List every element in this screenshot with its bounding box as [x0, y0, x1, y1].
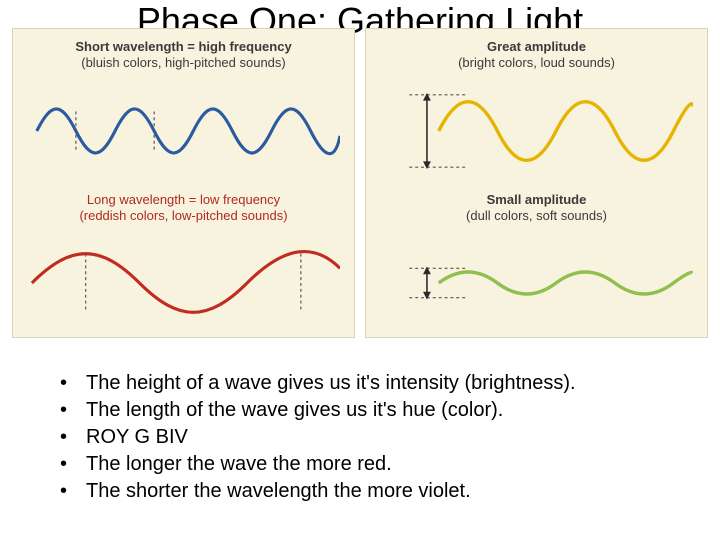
bullet-list: •The height of a wave gives us it's inte…	[60, 370, 680, 505]
label-long-wavelength-line2: (reddish colors, low-pitched sounds)	[79, 208, 287, 223]
wave-long-path	[32, 252, 340, 313]
bigamp-arrow-up	[423, 92, 431, 100]
label-small-amplitude-line2: (dull colors, soft sounds)	[466, 208, 607, 223]
bullet-text: The shorter the wavelength the more viol…	[86, 478, 471, 505]
wave-big-amp-path	[439, 101, 693, 160]
wave-panels: Short wavelength = high frequency (bluis…	[12, 28, 708, 338]
label-great-amplitude: Great amplitude (bright colors, loud sou…	[380, 39, 693, 72]
label-short-wavelength-line1: Short wavelength = high frequency	[75, 39, 291, 54]
list-item: •ROY G BIV	[60, 424, 680, 451]
bullet-text: The longer the wave the more red.	[86, 451, 392, 478]
label-great-amplitude-line1: Great amplitude	[487, 39, 586, 54]
bullet-text: The height of a wave gives us it's inten…	[86, 370, 576, 397]
label-long-wavelength: Long wavelength = low frequency (reddish…	[27, 192, 340, 225]
label-small-amplitude: Small amplitude (dull colors, soft sound…	[380, 192, 693, 225]
list-item: •The length of the wave gives us it's hu…	[60, 397, 680, 424]
smallamp-arrow-down	[423, 292, 431, 300]
label-long-wavelength-line1: Long wavelength = low frequency	[87, 192, 280, 207]
list-item: •The longer the wave the more red.	[60, 451, 680, 478]
list-item: •The height of a wave gives us it's inte…	[60, 370, 680, 397]
label-great-amplitude-line2: (bright colors, loud sounds)	[458, 55, 615, 70]
list-item: •The shorter the wavelength the more vio…	[60, 478, 680, 505]
label-small-amplitude-line1: Small amplitude	[487, 192, 587, 207]
panel-amplitude: Great amplitude (bright colors, loud sou…	[365, 28, 708, 338]
label-short-wavelength-line2: (bluish colors, high-pitched sounds)	[81, 55, 286, 70]
smallamp-arrow-up	[423, 266, 431, 274]
wave-long	[27, 228, 340, 338]
wave-big-amp-svg	[380, 76, 693, 186]
label-short-wavelength: Short wavelength = high frequency (bluis…	[27, 39, 340, 72]
wave-long-svg	[27, 228, 340, 338]
wave-short-path	[37, 108, 340, 153]
wave-small-amp	[380, 228, 693, 338]
bullet-text: The length of the wave gives us it's hue…	[86, 397, 503, 424]
panel-wavelength: Short wavelength = high frequency (bluis…	[12, 28, 355, 338]
wave-big-amp	[380, 76, 693, 186]
wave-short-svg	[27, 76, 340, 186]
bullet-text: ROY G BIV	[86, 424, 188, 451]
wave-small-amp-svg	[380, 228, 693, 338]
wave-small-amp-path	[439, 272, 693, 294]
bigamp-arrow-down	[423, 161, 431, 169]
wave-short	[27, 76, 340, 186]
